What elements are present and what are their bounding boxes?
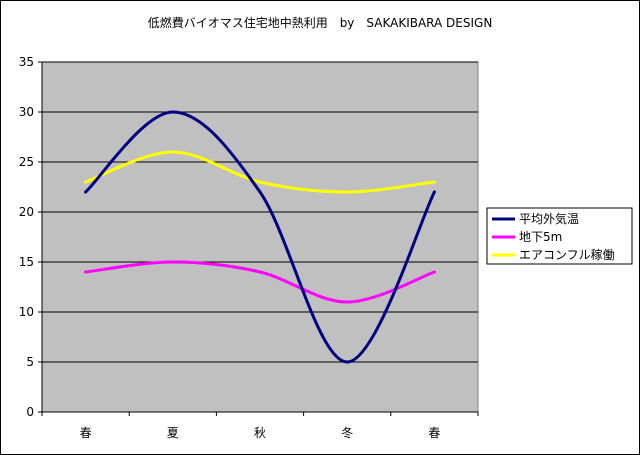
data-point [84, 190, 88, 194]
y-tick-label: 25 [19, 155, 34, 169]
data-point [432, 270, 436, 274]
data-point [258, 180, 262, 184]
y-tick-label: 20 [19, 205, 34, 219]
data-point [258, 270, 262, 274]
data-point [345, 300, 349, 304]
data-point [258, 190, 262, 194]
y-tick-label: 15 [19, 255, 34, 269]
x-tick-label: 夏 [167, 426, 179, 440]
x-tick-label: 秋 [254, 426, 266, 440]
y-tick-label: 10 [19, 305, 34, 319]
data-point [84, 270, 88, 274]
x-tick-label: 春 [80, 426, 92, 440]
y-axis: 0 5 10 15 20 25 30 35 [19, 55, 43, 419]
series-line-0 [84, 110, 436, 364]
grid-lines [42, 61, 478, 363]
data-point [84, 180, 88, 184]
data-point [345, 190, 349, 194]
data-point [345, 360, 349, 364]
series-lines [84, 110, 436, 364]
y-tick-label: 30 [19, 105, 34, 119]
chart-title: 低燃費バイオマス住宅地中熱利用 by SAKAKIBARA DESIGN [148, 15, 493, 30]
data-point [171, 110, 175, 114]
y-tick-label: 5 [26, 355, 34, 369]
x-tick-label: 春 [428, 426, 440, 440]
data-point [171, 150, 175, 154]
x-tick-label: 冬 [341, 425, 353, 440]
data-point [171, 260, 175, 264]
data-point [432, 190, 436, 194]
legend-label: 平均外気温 [519, 211, 579, 226]
x-axis: 春夏秋冬春 [41, 411, 479, 440]
legend-label: エアコンフル稼働 [519, 247, 615, 262]
y-tick-label: 35 [19, 55, 34, 69]
plot-area [41, 61, 479, 413]
y-tick-label: 0 [26, 405, 34, 419]
data-point [432, 180, 436, 184]
legend-label: 地下5m [519, 230, 562, 244]
